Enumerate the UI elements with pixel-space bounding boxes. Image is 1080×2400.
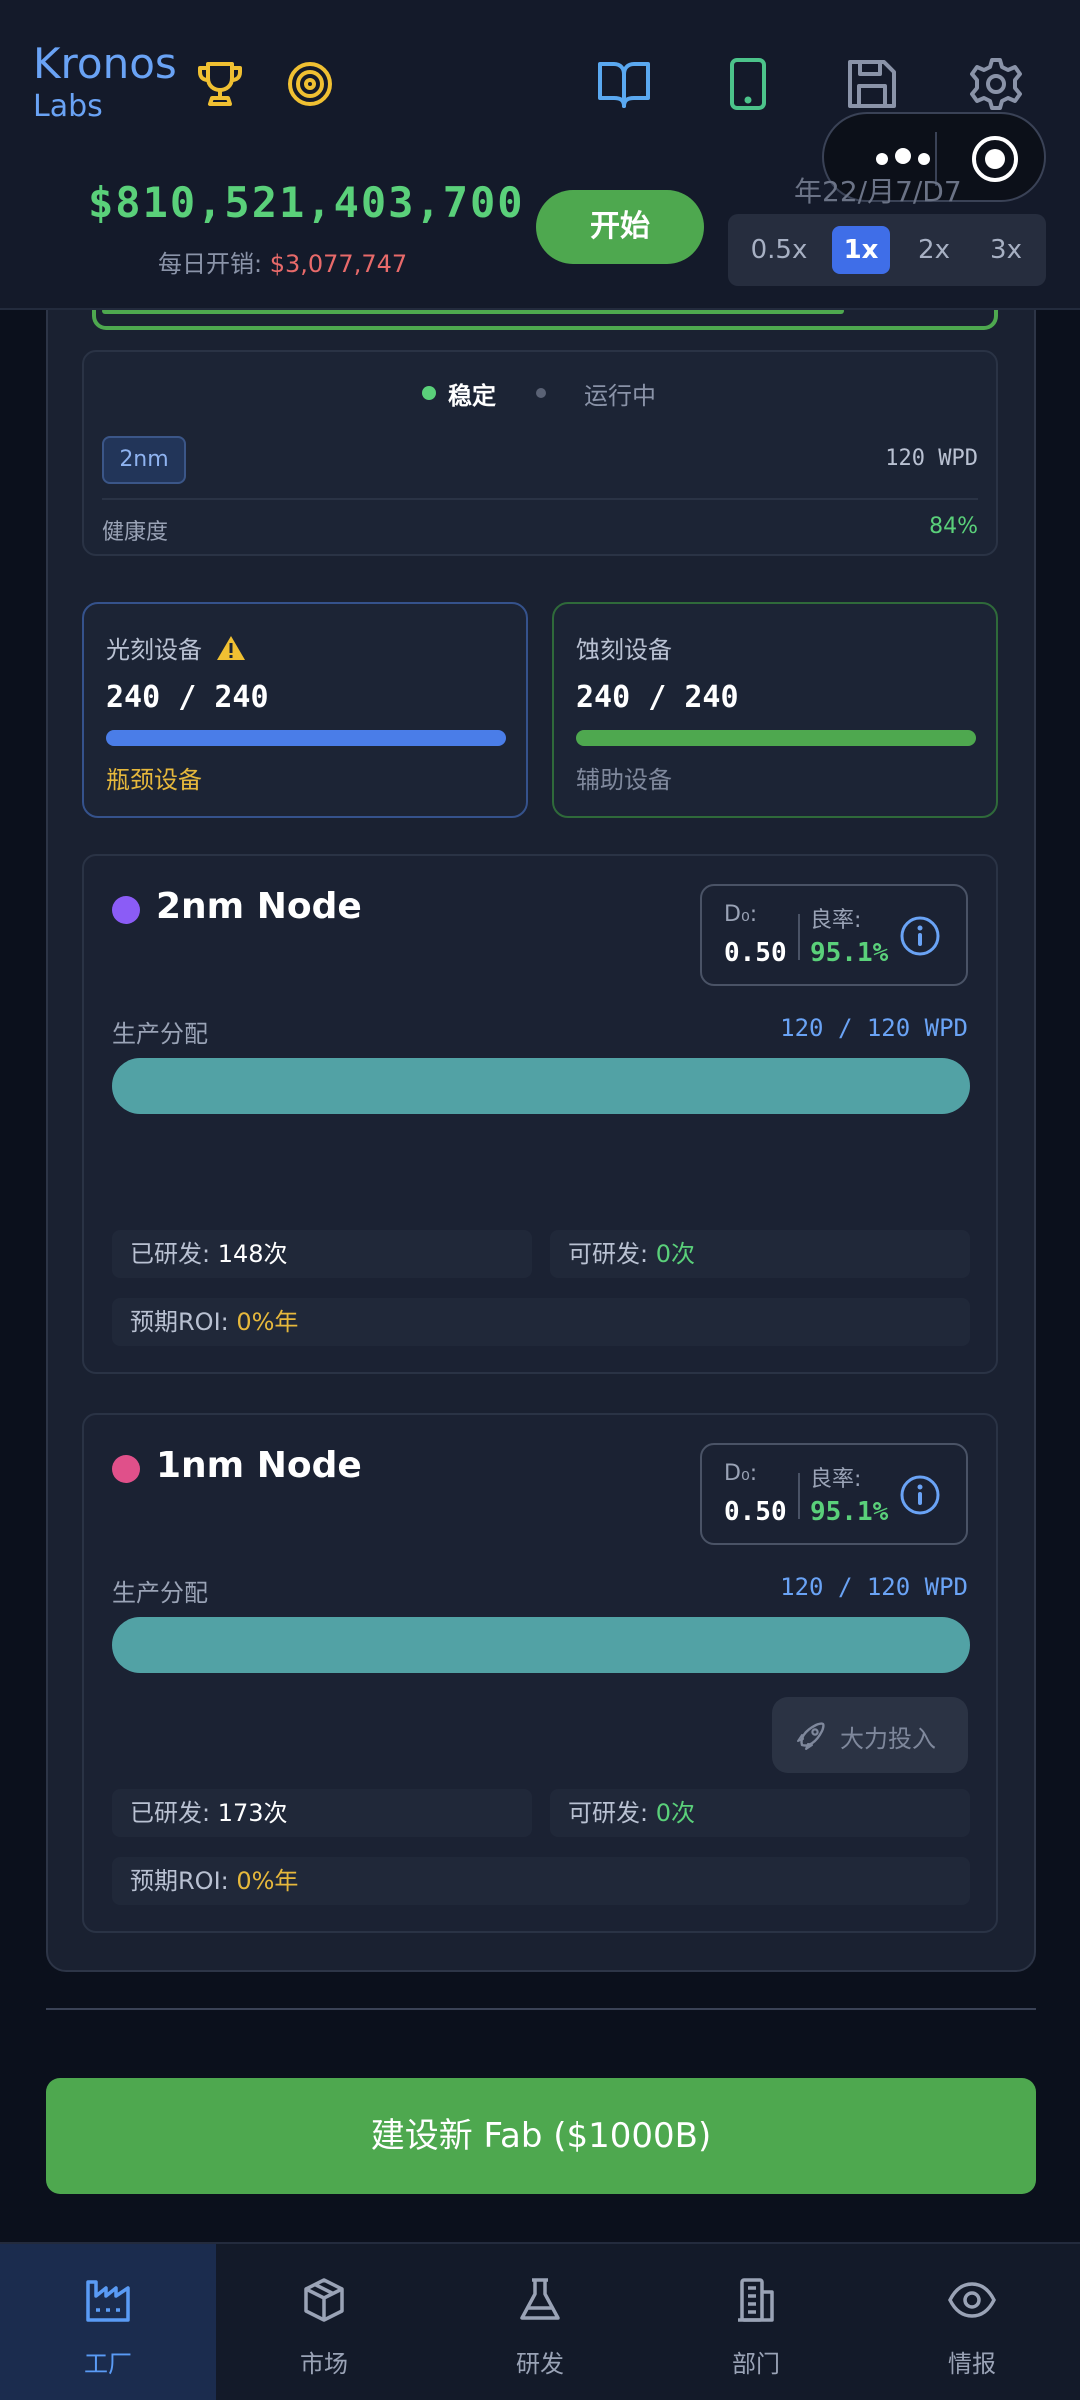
speed-selector: 0.5x 1x 2x 3x <box>728 214 1046 286</box>
node-color-dot <box>112 896 140 924</box>
trophy-icon[interactable] <box>192 56 248 112</box>
speed-option-0.5x[interactable]: 0.5x <box>750 235 808 265</box>
d0-value: 0.50 <box>724 938 787 968</box>
section-divider <box>46 2008 1036 2010</box>
equipment-name: 蚀刻设备 <box>576 636 672 664</box>
daily-expense: 每日开销: $3,077,747 <box>158 250 408 278</box>
equipment-count: 240 / 240 <box>106 680 269 715</box>
allocation-value: 120 / 120 WPD <box>780 1014 968 1042</box>
wpd-value: 120 WPD <box>885 446 978 471</box>
info-icon[interactable] <box>898 914 942 958</box>
status-stable: 稳定 <box>448 382 496 410</box>
yield-label: 良率: <box>810 908 862 933</box>
box-icon <box>304 2278 344 2322</box>
warning-icon <box>216 636 245 660</box>
yield-box: D₀: 0.50 良率: 95.1% <box>700 884 968 986</box>
health-label: 健康度 <box>102 520 169 545</box>
roi-stat: 预期ROI: 0%年 <box>112 1857 970 1905</box>
book-icon[interactable] <box>596 56 652 112</box>
node-title: 2nm Node <box>156 886 362 927</box>
factory-icon <box>86 2280 130 2322</box>
divider <box>798 1473 800 1519</box>
balance-amount: $810,521,403,700 <box>88 178 525 227</box>
flask-icon <box>520 2278 560 2320</box>
equipment-name: 光刻设备 <box>106 630 246 665</box>
d0-label: D₀: <box>724 1461 758 1486</box>
nav-item-market[interactable]: 市场 <box>216 2244 432 2400</box>
yield-label: 良率: <box>810 1467 862 1492</box>
node-color-dot <box>112 1455 140 1483</box>
nav-label: 情报 <box>948 2350 996 2378</box>
yield-value: 95.1% <box>810 938 889 968</box>
invest-button[interactable]: 大力投入 <box>772 1697 968 1773</box>
allocation-value: 120 / 120 WPD <box>780 1573 968 1601</box>
researched-stat: 已研发: 173次 <box>112 1789 532 1837</box>
phone-icon[interactable] <box>720 56 776 112</box>
researched-stat: 已研发: 148次 <box>112 1230 532 1278</box>
speed-option-1x[interactable]: 1x <box>832 226 890 274</box>
roi-stat: 预期ROI: 0%年 <box>112 1298 970 1346</box>
bottom-nav: 工厂 市场 研发 部门 情报 <box>0 2242 1080 2400</box>
top-header: Kronos Labs <box>0 0 1080 310</box>
logo-subtitle: Labs <box>33 89 103 124</box>
app-logo: Kronos Labs <box>33 38 177 124</box>
more-icon[interactable] <box>872 142 942 176</box>
start-button[interactable]: 开始 <box>536 190 704 264</box>
node-card-1nm: 1nm Node D₀: 0.50 良率: 95.1% 生产分配 120 / 1… <box>82 1413 998 1933</box>
game-date: 年22/月7/D7 <box>794 175 962 208</box>
equipment-bar <box>576 730 976 746</box>
equipment-count: 240 / 240 <box>576 680 739 715</box>
divider <box>798 914 800 960</box>
nav-label: 市场 <box>300 2350 348 2378</box>
node-card-2nm: 2nm Node D₀: 0.50 良率: 95.1% 生产分配 120 / 1… <box>82 854 998 1374</box>
node-badge: 2nm <box>102 436 186 484</box>
fab-progress-fill <box>102 308 844 314</box>
d0-label: D₀: <box>724 902 758 927</box>
divider <box>102 498 978 500</box>
allocation-slider[interactable] <box>112 1617 970 1673</box>
nav-item-intel[interactable]: 情报 <box>864 2244 1080 2400</box>
health-value: 84% <box>929 514 978 539</box>
etching-equipment-card[interactable]: 蚀刻设备 240 / 240 辅助设备 <box>552 602 998 818</box>
equipment-footer: 瓶颈设备 <box>106 766 202 794</box>
equipment-footer: 辅助设备 <box>576 766 672 794</box>
lithography-equipment-card[interactable]: 光刻设备 240 / 240 瓶颈设备 <box>82 602 528 818</box>
d0-value: 0.50 <box>724 1497 787 1527</box>
nav-item-factory[interactable]: 工厂 <box>0 2244 216 2400</box>
stable-dot-icon <box>422 386 436 400</box>
close-capsule-icon[interactable] <box>970 134 1020 184</box>
nav-item-departments[interactable]: 部门 <box>648 2244 864 2400</box>
yield-value: 95.1% <box>810 1497 889 1527</box>
save-icon[interactable] <box>844 56 900 112</box>
allocation-slider[interactable] <box>112 1058 970 1114</box>
nav-label: 部门 <box>732 2350 780 2378</box>
allocation-label: 生产分配 <box>112 1579 208 1607</box>
logo-title: Kronos <box>33 39 177 88</box>
building-icon <box>738 2278 774 2322</box>
available-stat: 可研发: 0次 <box>550 1789 970 1837</box>
info-icon[interactable] <box>898 1473 942 1517</box>
gear-icon[interactable] <box>968 56 1024 112</box>
fab-status-card: 稳定 运行中 2nm 120 WPD 健康度 84% <box>82 350 998 556</box>
nav-label: 研发 <box>516 2350 564 2378</box>
speed-option-3x[interactable]: 3x <box>990 235 1022 265</box>
status-running: 运行中 <box>584 382 656 410</box>
rocket-icon <box>797 1722 825 1750</box>
mini-program-capsule <box>822 112 1046 202</box>
equipment-bar <box>106 730 506 746</box>
running-dot-icon <box>536 388 546 398</box>
allocation-label: 生产分配 <box>112 1020 208 1048</box>
node-title: 1nm Node <box>156 1445 362 1486</box>
nav-item-research[interactable]: 研发 <box>432 2244 648 2400</box>
available-stat: 可研发: 0次 <box>550 1230 970 1278</box>
yield-box: D₀: 0.50 良率: 95.1% <box>700 1443 968 1545</box>
invest-label: 大力投入 <box>840 1725 936 1753</box>
divider <box>935 132 937 186</box>
build-fab-button[interactable]: 建设新 Fab ($1000B) <box>46 2078 1036 2194</box>
eye-icon <box>948 2282 996 2318</box>
nav-label: 工厂 <box>84 2350 132 2378</box>
speed-option-2x[interactable]: 2x <box>918 235 950 265</box>
target-icon[interactable] <box>282 56 338 112</box>
